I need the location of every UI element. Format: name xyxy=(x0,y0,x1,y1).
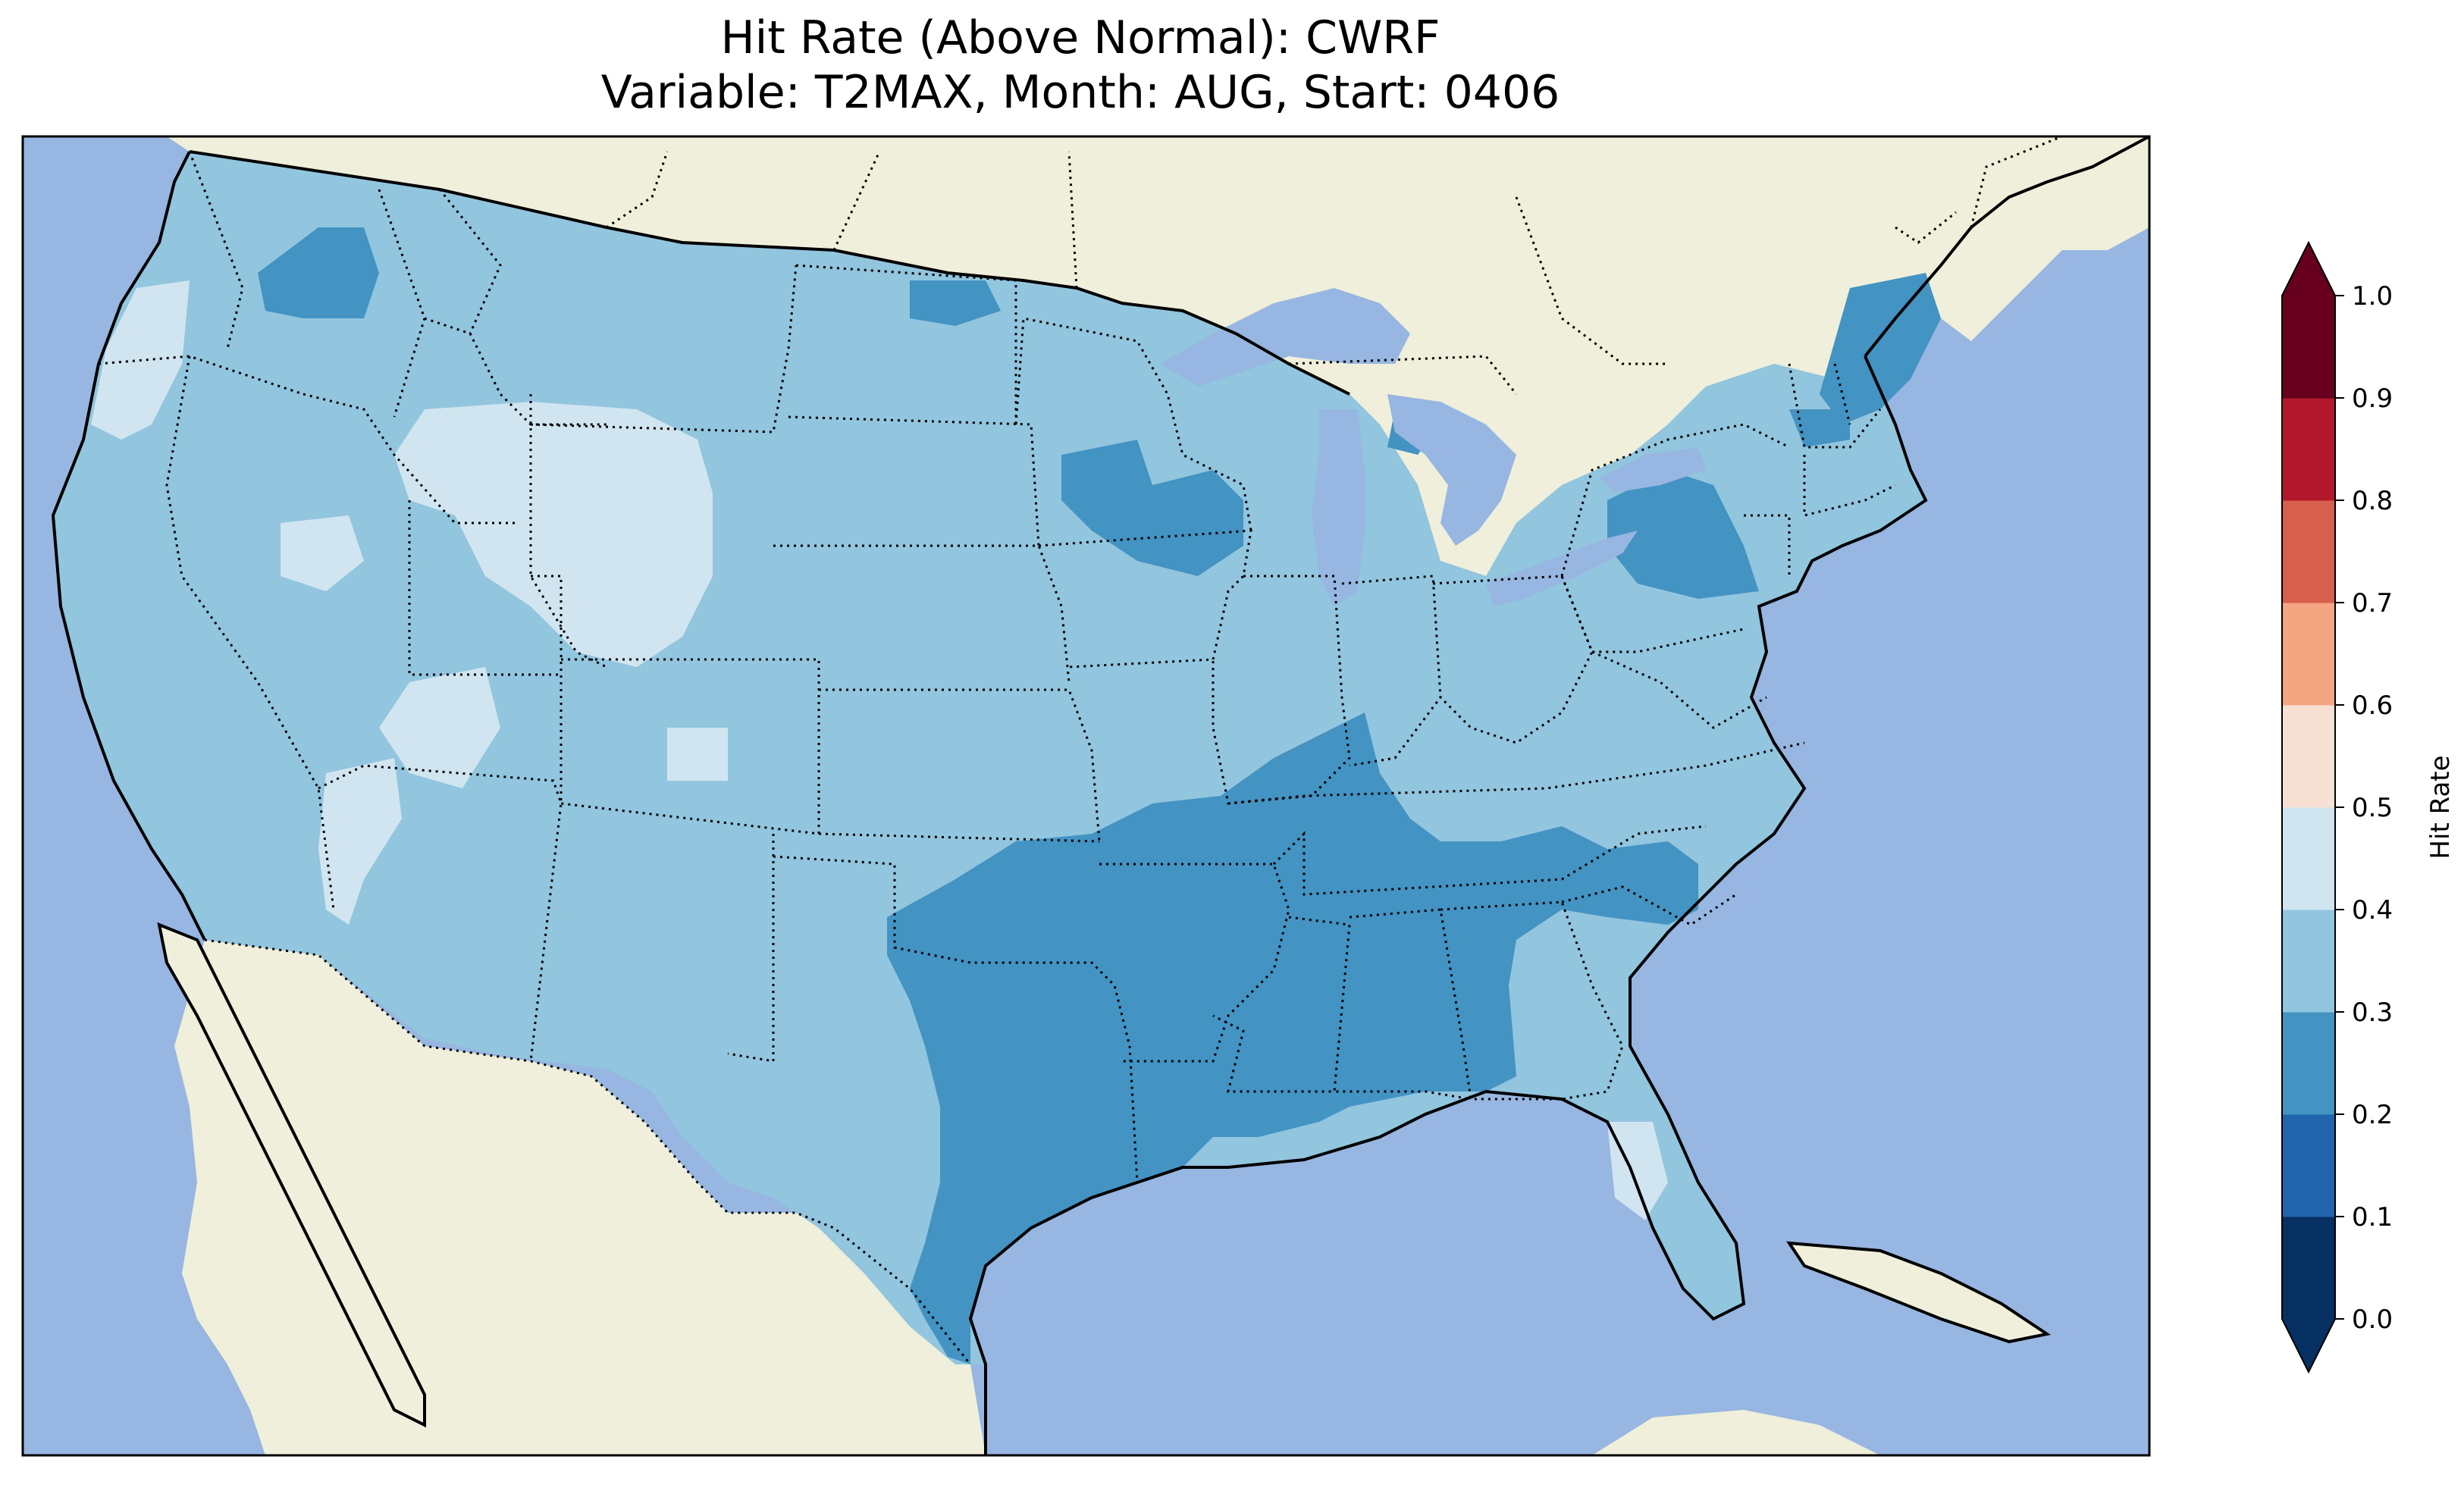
pacific-northwest-dark-patch xyxy=(258,227,379,318)
map-axes xyxy=(23,136,2149,1455)
lake-michigan xyxy=(1312,409,1365,606)
lake-ontario xyxy=(1600,447,1706,493)
nevada-light-patch xyxy=(281,515,364,591)
utah-light-patch xyxy=(379,667,500,788)
colorbar-tick-label: 0.6 xyxy=(2352,691,2393,721)
colorbar-tick-label: 0.0 xyxy=(2352,1305,2393,1335)
minnesota-dark-patch xyxy=(1061,440,1243,576)
title-line-2: Variable: T2MAX, Month: AUG, Start: 0406 xyxy=(600,66,1560,119)
colorbar-tick-label: 0.8 xyxy=(2352,486,2393,516)
colorbar-tick-label: 0.3 xyxy=(2352,998,2393,1028)
colorbar-extend-max xyxy=(2282,243,2335,296)
lake-huron xyxy=(1387,394,1516,546)
map-title: Hit Rate (Above Normal): CWRF Variable: … xyxy=(0,11,2161,120)
colorbar-bin-2 xyxy=(2282,1012,2335,1115)
colorbar-tick-label: 0.9 xyxy=(2352,384,2393,414)
cuba-land xyxy=(1789,1243,2047,1342)
colorbar-tick-label: 0.7 xyxy=(2352,588,2393,619)
colorbar-bin-0 xyxy=(2282,1217,2335,1320)
colorbar-tick-label: 0.5 xyxy=(2352,793,2393,823)
new-york-dark-patch xyxy=(1789,409,1850,447)
pennsylvania-dark-patch xyxy=(1607,470,1759,599)
wyoming-light-patch xyxy=(394,402,713,667)
colorbar-tick-label: 0.1 xyxy=(2352,1202,2393,1232)
new-england-dark-patch xyxy=(1820,273,1941,424)
colorbar-bin-8 xyxy=(2282,398,2335,501)
colorbar-bin-1 xyxy=(2282,1114,2335,1217)
colorbar-bin-7 xyxy=(2282,500,2335,603)
colorbar-bin-3 xyxy=(2282,910,2335,1013)
colorbar-bin-9 xyxy=(2282,296,2335,399)
cuba-coastline xyxy=(1786,1241,2052,1344)
atlantic-coastline xyxy=(968,355,1928,1455)
south-central-dark-patch xyxy=(887,713,1698,1364)
north-dakota-dark-patch xyxy=(910,280,1001,326)
yucatan-land xyxy=(1592,1410,1880,1455)
lake-superior xyxy=(1160,288,1410,387)
colorbar-label: Hit Rate xyxy=(2425,755,2456,859)
colorbar: 0.0 0.1 0.2 0.3 0.4 0.5 0.6 0.7 0.8 0.9 1.0 Hit Rat… xyxy=(2281,240,2456,1374)
colorbar-tick-label: 0.4 xyxy=(2352,895,2393,926)
state-borders xyxy=(98,136,2063,1183)
colorbar-tick-label: 1.0 xyxy=(2352,281,2393,312)
conus-coastline xyxy=(51,151,206,941)
colorado-light-patch xyxy=(667,728,728,781)
colorbar-extend-min xyxy=(2282,1319,2335,1372)
colorbar-tick-label: 0.2 xyxy=(2352,1100,2393,1130)
colorbar-bin-4 xyxy=(2282,807,2335,910)
colorbar-bin-5 xyxy=(2282,705,2335,808)
arizona-light-patch xyxy=(318,758,402,925)
lake-erie xyxy=(1486,531,1638,606)
baja-coastline xyxy=(157,922,426,1428)
map-frame xyxy=(21,135,2151,1457)
mexico-us-border xyxy=(204,938,972,1365)
canada-land xyxy=(23,136,2149,576)
colorbar-bin-6 xyxy=(2282,603,2335,706)
florida-light-patch xyxy=(1607,1122,1668,1220)
canada-east-coastline xyxy=(1864,136,2149,358)
baja-land xyxy=(159,925,425,1425)
title-line-1: Hit Rate (Above Normal): CWRF xyxy=(720,11,1440,64)
